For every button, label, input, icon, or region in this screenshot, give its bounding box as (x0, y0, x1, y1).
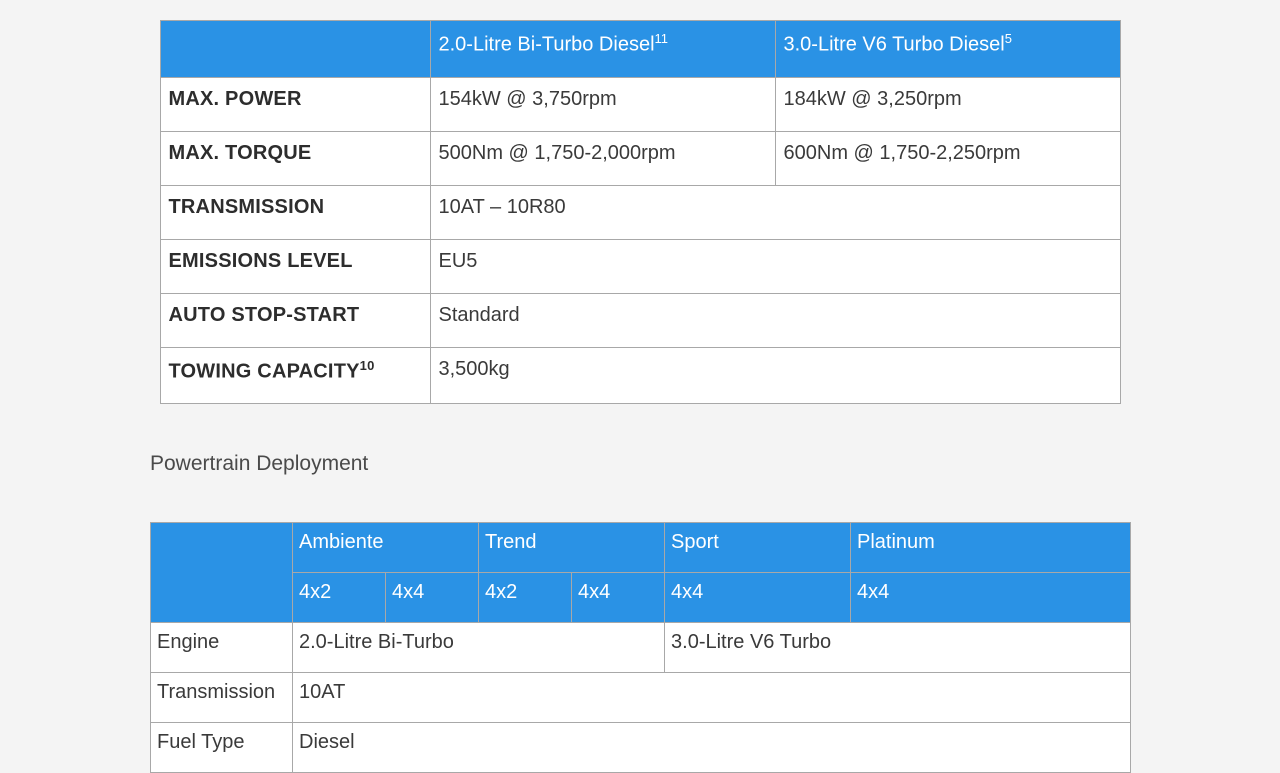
max-torque-engine-2: 600Nm @ 1,750-2,250rpm (775, 131, 1120, 185)
deployment-section: Powertrain Deployment Ambiente Trend Spo… (150, 452, 1130, 773)
section-title: Powertrain Deployment (150, 452, 1130, 476)
sub-sport-4x4: 4x4 (665, 573, 851, 623)
towing-value: 3,500kg (430, 347, 1120, 404)
label-transmission: TRANSMISSION (160, 185, 430, 239)
header-engine-2: 3.0-Litre V6 Turbo Diesel5 (775, 21, 1120, 78)
transmission-value-2: 10AT (293, 673, 1131, 723)
sub-trend-4x4: 4x4 (572, 573, 665, 623)
sub-ambiente-4x2: 4x2 (293, 573, 386, 623)
label-transmission-2: Transmission (151, 673, 293, 723)
stop-start-value: Standard (430, 293, 1120, 347)
fuel-value: Diesel (293, 723, 1131, 773)
label-max-torque: MAX. TORQUE (160, 131, 430, 185)
row-transmission: TRANSMISSION 10AT – 10R80 (160, 185, 1120, 239)
label-towing-text: TOWING CAPACITY (169, 360, 360, 382)
header-engine-1-sup: 11 (655, 31, 669, 46)
engine-spec-table: 2.0-Litre Bi-Turbo Diesel11 3.0-Litre V6… (160, 20, 1121, 404)
transmission-value: 10AT – 10R80 (430, 185, 1120, 239)
header-engine-1: 2.0-Litre Bi-Turbo Diesel11 (430, 21, 775, 78)
sub-ambiente-4x4: 4x4 (386, 573, 479, 623)
label-towing: TOWING CAPACITY10 (160, 347, 430, 404)
header-platinum: Platinum (851, 523, 1131, 573)
label-stop-start: AUTO STOP-START (160, 293, 430, 347)
sub-platinum-4x4: 4x4 (851, 573, 1131, 623)
row-towing: TOWING CAPACITY10 3,500kg (160, 347, 1120, 404)
powertrain-deployment-table: Ambiente Trend Sport Platinum 4x2 4x4 4x… (150, 522, 1131, 773)
label-max-power: MAX. POWER (160, 77, 430, 131)
label-engine: Engine (151, 623, 293, 673)
row-engine: Engine 2.0-Litre Bi-Turbo 3.0-Litre V6 T… (151, 623, 1131, 673)
engine-value-2: 3.0-Litre V6 Turbo (665, 623, 1131, 673)
max-power-engine-1: 154kW @ 3,750rpm (430, 77, 775, 131)
max-torque-engine-1: 500Nm @ 1,750-2,000rpm (430, 131, 775, 185)
engine-value-1: 2.0-Litre Bi-Turbo (293, 623, 665, 673)
emissions-value: EU5 (430, 239, 1120, 293)
table-header-row: 2.0-Litre Bi-Turbo Diesel11 3.0-Litre V6… (160, 21, 1120, 78)
row-transmission-2: Transmission 10AT (151, 673, 1131, 723)
row-stop-start: AUTO STOP-START Standard (160, 293, 1120, 347)
header-engine-2-sup: 5 (1005, 31, 1012, 46)
header-trend: Trend (479, 523, 665, 573)
header-ambiente: Ambiente (293, 523, 479, 573)
page-container: 2.0-Litre Bi-Turbo Diesel11 3.0-Litre V6… (0, 20, 1280, 773)
header-engine-2-text: 3.0-Litre V6 Turbo Diesel (784, 34, 1005, 56)
max-power-engine-2: 184kW @ 3,250rpm (775, 77, 1120, 131)
deployment-header-row-2: 4x2 4x4 4x2 4x4 4x4 4x4 (151, 573, 1131, 623)
deployment-header-blank (151, 523, 293, 623)
row-fuel: Fuel Type Diesel (151, 723, 1131, 773)
row-emissions: EMISSIONS LEVEL EU5 (160, 239, 1120, 293)
deployment-header-row-1: Ambiente Trend Sport Platinum (151, 523, 1131, 573)
label-towing-sup: 10 (360, 358, 375, 373)
label-fuel: Fuel Type (151, 723, 293, 773)
row-max-power: MAX. POWER 154kW @ 3,750rpm 184kW @ 3,25… (160, 77, 1120, 131)
label-emissions: EMISSIONS LEVEL (160, 239, 430, 293)
header-blank (160, 21, 430, 78)
row-max-torque: MAX. TORQUE 500Nm @ 1,750-2,000rpm 600Nm… (160, 131, 1120, 185)
sub-trend-4x2: 4x2 (479, 573, 572, 623)
header-sport: Sport (665, 523, 851, 573)
header-engine-1-text: 2.0-Litre Bi-Turbo Diesel (439, 34, 655, 56)
